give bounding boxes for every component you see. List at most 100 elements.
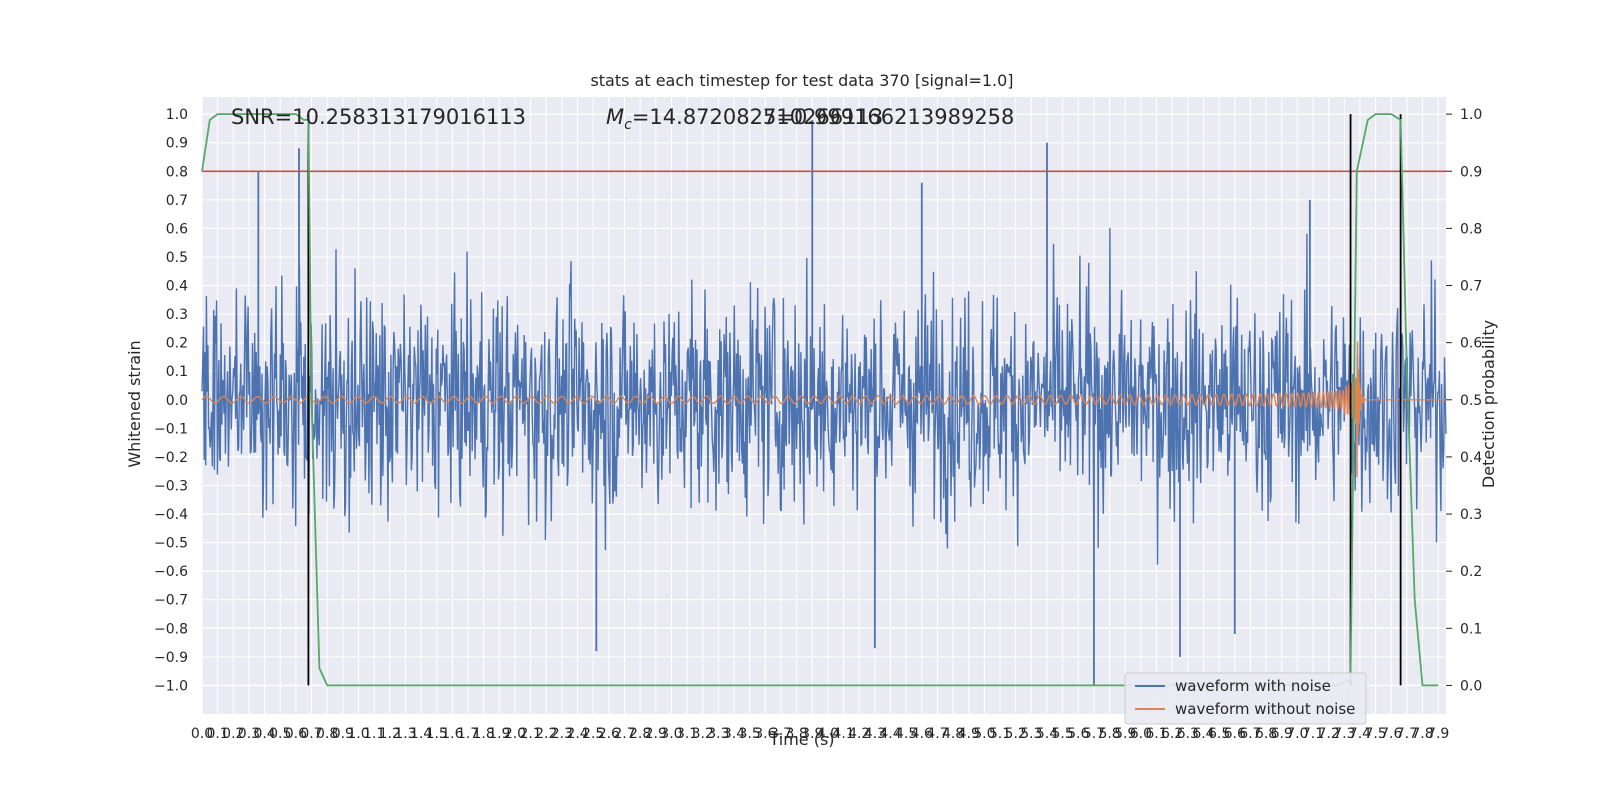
x-tick-label: 3.6 [754,726,776,742]
x-tick-label: 3.2 [692,726,714,742]
y-tick-label-left: 0.1 [166,364,188,380]
y-tick-label-left: 0.5 [166,250,188,266]
clean-waveform-path [201,341,1446,477]
y-tick-label-right: 0.0 [1460,678,1482,694]
y-tick-label-right: 0.5 [1460,393,1482,409]
chart-title: stats at each timestep for test data 370… [590,71,1013,90]
y-tick-label-left: −1.0 [154,678,188,694]
chirp-mass-subscript: c [624,117,632,133]
noisy-waveform-line [201,119,1447,686]
y-tick-label-left: 0.8 [166,164,188,180]
x-tick-label: 1.4 [410,726,432,742]
y-axis-label-right: Detection probability [1479,320,1498,488]
legend: waveform with noise waveform without noi… [1124,672,1367,725]
y-tick-label-left: 0.6 [166,221,188,237]
x-tick-label: 4.2 [848,726,870,742]
y-tick-label-left: 0.0 [166,393,188,409]
x-axis-label: Time (s) [768,730,834,749]
axes: 0.00.10.20.30.40.50.60.70.80.91.01.11.21… [154,107,1482,742]
x-tick-label: 0.3 [238,726,260,742]
x-tick-label: 6.6 [1224,726,1246,742]
x-tick-label: 4.3 [864,726,886,742]
x-tick-label: 7.4 [1349,726,1371,742]
y-tick-label-right: 0.9 [1460,164,1482,180]
y-tick-label-left: −0.3 [154,478,188,494]
x-tick-label: 0.1 [207,726,229,742]
x-tick-label: 2.4 [566,726,588,742]
x-tick-label: 5.3 [1020,726,1042,742]
x-tick-label: 4.1 [832,726,854,742]
y-tick-label-left: 0.9 [166,136,188,152]
x-tick-label: 0.6 [285,726,307,742]
x-tick-label: 4.4 [879,726,901,742]
x-tick-label: 3.3 [707,726,729,742]
x-tick-label: 5.9 [1114,726,1136,742]
y-tick-label-right: 0.2 [1460,564,1482,580]
y-tick-label-right: 0.7 [1460,279,1482,295]
x-tick-label: 1.3 [394,726,416,742]
x-tick-label: 6.0 [1130,726,1152,742]
y-tick-label-right: 0.6 [1460,336,1482,352]
x-tick-label: 7.1 [1302,726,1324,742]
x-tick-label: 5.4 [1036,726,1058,742]
x-tick-label: 5.0 [973,726,995,742]
y-tick-label-left: 0.4 [166,279,188,295]
x-tick-label: 2.3 [551,726,573,742]
x-tick-label: 1.6 [441,726,463,742]
y-tick-label-right: 0.3 [1460,507,1482,523]
y-tick-label-right: 0.1 [1460,621,1482,637]
chirp-mass-value: =14.872082710266113 [632,105,883,129]
y-tick-label-left: −0.1 [154,421,188,437]
y-tick-label-left: −0.8 [154,621,188,637]
x-tick-label: 4.5 [895,726,917,742]
x-tick-label: 0.0 [191,726,213,742]
x-tick-label: 1.5 [426,726,448,742]
y-tick-label-left: −0.9 [154,650,188,666]
x-tick-label: 4.7 [926,726,948,742]
x-tick-label: 1.2 [379,726,401,742]
x-tick-label: 0.9 [332,726,354,742]
x-tick-label: 0.5 [269,726,291,742]
x-tick-label: 7.3 [1333,726,1355,742]
x-tick-label: 4.8 [942,726,964,742]
y-tick-label-left: −0.5 [154,536,188,552]
x-tick-label: 3.0 [660,726,682,742]
x-tick-label: 3.7 [770,726,792,742]
x-tick-label: 6.9 [1271,726,1293,742]
x-tick-label: 4.0 [817,726,839,742]
x-tick-label: 6.2 [1161,726,1183,742]
clean-waveform-line [201,341,1446,477]
x-tick-label: 0.7 [300,726,322,742]
y-tick-label-left: 1.0 [166,107,188,123]
x-tick-label: 7.9 [1427,726,1449,742]
overlay-lines [202,114,1446,686]
x-tick-label: 2.8 [629,726,651,742]
x-tick-label: 6.3 [1177,726,1199,742]
x-tick-label: 4.6 [911,726,933,742]
x-tick-label: 1.8 [473,726,495,742]
x-tick-label: 6.7 [1239,726,1261,742]
x-tick-label: 2.7 [613,726,635,742]
x-tick-label: 7.7 [1396,726,1418,742]
x-tick-label: 2.5 [582,726,604,742]
legend-label-clean: waveform without noise [1175,700,1355,718]
x-tick-label: 7.6 [1380,726,1402,742]
x-tick-label: 0.2 [222,726,244,742]
x-tick-label: 6.5 [1208,726,1230,742]
x-tick-label: 3.8 [785,726,807,742]
detection-probability-path [201,113,1439,687]
x-tick-label: 2.2 [535,726,557,742]
overlap-annotation: 5=0.999166213989258 [763,105,1014,129]
x-tick-label: 3.1 [676,726,698,742]
x-tick-label: 1.1 [363,726,385,742]
snr-annotation: SNR=10.258313179016113 [231,105,526,129]
x-tick-label: 1.9 [488,726,510,742]
x-tick-label: 6.8 [1255,726,1277,742]
y-tick-label-left: −0.4 [154,507,188,523]
x-tick-label: 3.5 [739,726,761,742]
x-tick-label: 1.0 [347,726,369,742]
x-tick-label: 5.1 [989,726,1011,742]
x-tick-label: 2.6 [598,726,620,742]
